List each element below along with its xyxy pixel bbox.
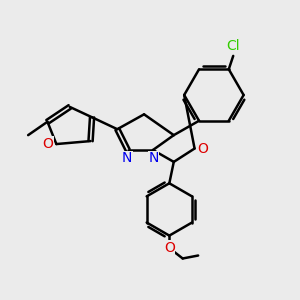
Text: N: N: [148, 151, 159, 165]
Text: O: O: [43, 137, 53, 151]
Text: O: O: [197, 142, 208, 155]
Text: Cl: Cl: [226, 39, 240, 53]
Text: N: N: [122, 151, 132, 165]
Text: O: O: [164, 241, 175, 255]
